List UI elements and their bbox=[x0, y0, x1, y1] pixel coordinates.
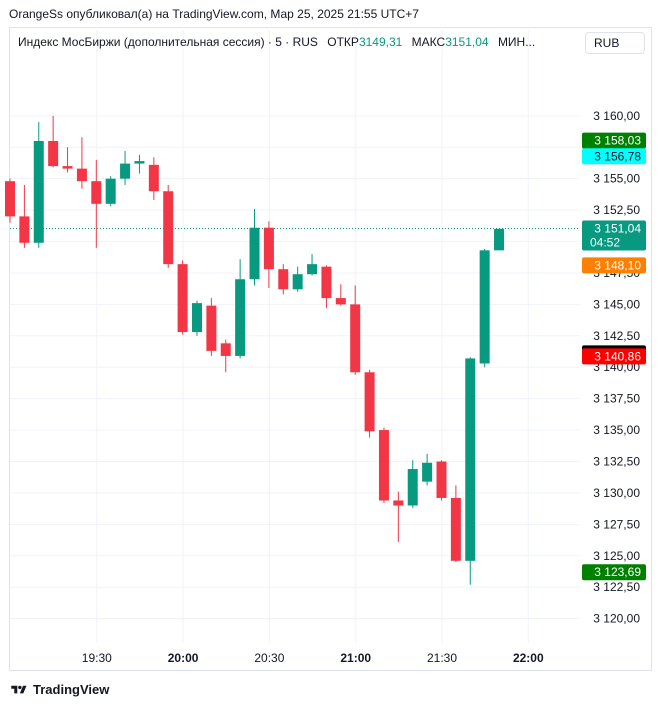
x-tick-label: 21:30 bbox=[427, 651, 457, 665]
y-tick-label: 3 130,00 bbox=[593, 486, 640, 500]
x-tick-label: 22:00 bbox=[513, 651, 544, 665]
y-tick-label: 3 122,50 bbox=[593, 580, 640, 594]
price-label-text: 3 158,03 bbox=[594, 134, 641, 148]
y-tick-label: 3 152,50 bbox=[593, 203, 640, 217]
candle-body[interactable] bbox=[364, 372, 375, 432]
candle-body[interactable] bbox=[235, 279, 246, 356]
legend-open-label: ОТКР bbox=[327, 35, 359, 49]
footer-brand-label: TradingView bbox=[33, 682, 110, 697]
price-label-box bbox=[582, 148, 646, 165]
legend-open-value: 3149,31 bbox=[358, 35, 403, 49]
legend-symbol[interactable]: Индекс МосБиржи (дополнительная сессия) … bbox=[18, 35, 318, 49]
candle-body[interactable] bbox=[62, 166, 73, 169]
candle-body[interactable] bbox=[407, 469, 418, 506]
price-label-text: 3 123,69 bbox=[594, 565, 641, 579]
price-label-box bbox=[582, 348, 646, 365]
candle-body[interactable] bbox=[350, 304, 361, 373]
candle-body[interactable] bbox=[5, 181, 15, 217]
price-label-box bbox=[582, 220, 646, 251]
y-tick-label: 3 127,50 bbox=[593, 517, 640, 531]
candle-body[interactable] bbox=[148, 164, 159, 192]
price-label-text: 3 148,10 bbox=[594, 258, 641, 272]
x-tick-label: 21:00 bbox=[340, 651, 371, 665]
y-tick-label: 3 135,00 bbox=[593, 423, 640, 437]
price-label-text: 3 140,86 bbox=[594, 349, 641, 363]
candle-body[interactable] bbox=[48, 140, 59, 167]
x-tick-label: 19:30 bbox=[82, 651, 112, 665]
tradingview-logo-icon bbox=[11, 685, 27, 693]
candle-body[interactable] bbox=[494, 228, 505, 251]
y-tick-label: 3 125,00 bbox=[593, 549, 640, 563]
candle-body[interactable] bbox=[450, 497, 461, 561]
y-tick-label: 3 137,50 bbox=[593, 392, 640, 406]
legend-high-value: 3151,04 bbox=[445, 35, 489, 49]
candle-body[interactable] bbox=[76, 168, 87, 182]
candle-body[interactable] bbox=[465, 358, 476, 561]
candle-body[interactable] bbox=[191, 303, 202, 333]
candle-body[interactable] bbox=[479, 250, 490, 364]
candle-body[interactable] bbox=[436, 461, 447, 498]
publisher-line: OrangeSs опубликовал(а) на TradingView.c… bbox=[9, 7, 419, 21]
candle-body[interactable] bbox=[292, 274, 303, 290]
candle-body[interactable] bbox=[422, 462, 433, 482]
price-label-box bbox=[582, 564, 646, 581]
candle-body[interactable] bbox=[220, 343, 231, 356]
price-label-box bbox=[582, 257, 646, 274]
candle-body[interactable] bbox=[335, 298, 346, 305]
candle-body[interactable] bbox=[249, 227, 260, 280]
price-label-text: 3 156,78 bbox=[594, 149, 641, 163]
footer-brand[interactable]: TradingView bbox=[9, 682, 109, 697]
candle-body[interactable] bbox=[307, 264, 318, 275]
y-tick-label: 3 132,50 bbox=[593, 455, 640, 469]
candle-body[interactable] bbox=[120, 163, 131, 179]
candle-body[interactable] bbox=[91, 181, 102, 204]
candle-body[interactable] bbox=[393, 500, 404, 506]
y-tick-label: 3 155,00 bbox=[593, 172, 640, 186]
y-tick-label: 3 160,00 bbox=[593, 109, 640, 123]
x-tick-label: 20:00 bbox=[168, 651, 199, 665]
chart-frame bbox=[9, 27, 652, 671]
candle-body[interactable] bbox=[278, 269, 289, 290]
candle-body[interactable] bbox=[321, 266, 332, 299]
legend-low-label: МИН... bbox=[497, 35, 536, 49]
candle-body[interactable] bbox=[378, 430, 389, 501]
price-label-text: 3 151,04 bbox=[594, 221, 641, 235]
candle-body[interactable] bbox=[19, 216, 30, 243]
candle-body[interactable] bbox=[105, 178, 116, 204]
candle-body[interactable] bbox=[206, 305, 217, 351]
y-tick-label: 3 142,50 bbox=[593, 329, 640, 343]
y-tick-label: 3 145,00 bbox=[593, 297, 640, 311]
x-tick-label: 20:30 bbox=[254, 651, 284, 665]
candle-body[interactable] bbox=[134, 161, 145, 164]
legend-high-label: МАКС bbox=[411, 35, 446, 49]
price-label-box bbox=[582, 132, 646, 149]
chart-legend: Индекс МосБиржи (дополнительная сессия) … bbox=[18, 35, 535, 49]
y-tick-label: 3 120,00 bbox=[593, 612, 640, 626]
countdown-label: 04:52 bbox=[590, 235, 620, 249]
candle-body[interactable] bbox=[33, 140, 44, 243]
candle-body[interactable] bbox=[177, 264, 188, 333]
candle-body[interactable] bbox=[263, 227, 274, 270]
candle-body[interactable] bbox=[163, 191, 174, 265]
currency-button[interactable]: RUB bbox=[585, 32, 645, 54]
